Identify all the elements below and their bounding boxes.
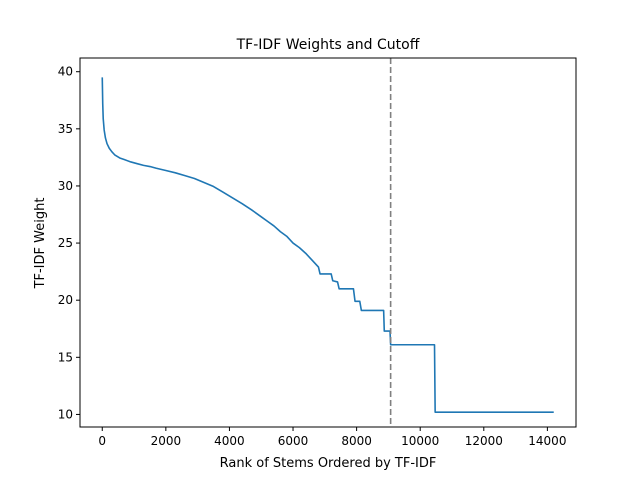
y-tick-label: 25 bbox=[58, 236, 73, 250]
y-tick-label: 20 bbox=[58, 293, 73, 307]
x-tick-label: 12000 bbox=[465, 434, 503, 448]
x-tick-label: 6000 bbox=[278, 434, 309, 448]
x-tick-label: 2000 bbox=[151, 434, 182, 448]
y-tick-label: 15 bbox=[58, 350, 73, 364]
chart-title: TF-IDF Weights and Cutoff bbox=[236, 37, 420, 53]
x-axis-label: Rank of Stems Ordered by TF-IDF bbox=[220, 456, 437, 471]
x-tick-label: 4000 bbox=[214, 434, 245, 448]
y-tick-label: 30 bbox=[58, 179, 73, 193]
x-tick-label: 8000 bbox=[341, 434, 372, 448]
series-line-0 bbox=[101, 77, 554, 413]
x-tick-label: 0 bbox=[98, 434, 106, 448]
y-tick-label: 40 bbox=[58, 65, 73, 79]
x-tick-label: 10000 bbox=[401, 434, 439, 448]
axes-frame bbox=[79, 57, 577, 428]
y-axis: 10 15 20 25 30 35 40 bbox=[58, 65, 80, 421]
y-tick-label: 10 bbox=[58, 407, 73, 421]
x-axis: 0 2000 4000 6000 8000 10000 12000 14000 bbox=[98, 427, 566, 448]
plot-area bbox=[101, 58, 554, 427]
y-axis-label: TF-IDF Weight bbox=[33, 198, 48, 290]
y-tick-label: 35 bbox=[58, 122, 73, 136]
x-tick-label: 14000 bbox=[528, 434, 566, 448]
